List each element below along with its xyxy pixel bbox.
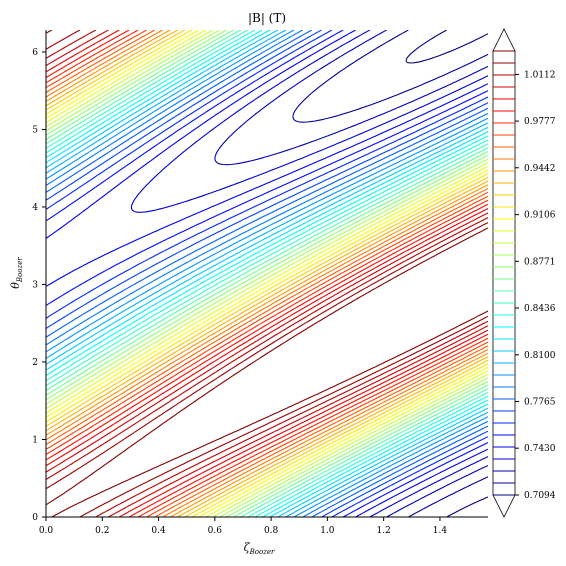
x-tick-label: 1.2 (376, 526, 390, 536)
colorbar-tick-label: 0.9442 (524, 164, 556, 174)
contour-level-15 (46, 30, 488, 517)
y-tick-label: 0 (32, 513, 38, 523)
colorbar-tick-label: 0.7765 (524, 397, 556, 407)
contour-level-33 (46, 30, 488, 517)
contour-level-23 (46, 30, 488, 517)
colorbar-tick-label: 0.7094 (524, 491, 556, 501)
contour-level-24 (46, 30, 488, 517)
contour-level-16 (46, 30, 488, 517)
x-tick-label: 0.4 (151, 526, 166, 536)
x-tick-label: 0.2 (95, 526, 109, 536)
y-tick-label: 3 (32, 280, 38, 290)
y-tick-label: 1 (32, 435, 38, 445)
contour-level-8 (46, 30, 488, 517)
x-tick-label: 0.8 (264, 526, 279, 536)
colorbar-frame (492, 50, 516, 496)
colorbar-extend-top (492, 28, 516, 52)
x-tick-label: 0.6 (208, 526, 223, 536)
y-tick-label: 5 (32, 125, 38, 135)
colorbar-tick-label: 0.8436 (524, 304, 556, 314)
contour-level-35 (46, 30, 488, 517)
contour-level-30 (46, 30, 488, 517)
colorbar: 0.7094 0.7430 0.7765 0.8100 0.8436 0.8771 0.91… (492, 28, 556, 518)
colorbar-tick-label: 0.9777 (524, 117, 556, 127)
y-tick-label: 6 (32, 48, 38, 58)
x-tick-label: 1.0 (320, 526, 335, 536)
contour-level-20 (46, 30, 488, 517)
contour-level-1 (292, 30, 488, 517)
axes (45, 30, 488, 518)
chart-title: |B| (T) (248, 11, 286, 25)
contour-level-36 (46, 30, 488, 517)
x-tick-label: 0.0 (39, 526, 54, 536)
y-axis-label: θBoozer (9, 257, 24, 289)
contour-level-37 (46, 30, 488, 517)
contour-lines (46, 30, 488, 517)
y-tick-label: 2 (32, 358, 38, 368)
y-ticks: 0 1 2 3 4 5 6 (32, 48, 46, 523)
x-tick-label: 1.4 (433, 526, 448, 536)
contour-level-17 (46, 30, 488, 517)
colorbar-extend-bottom (492, 494, 516, 518)
colorbar-tick-label: 1.0112 (524, 70, 556, 80)
y-tick-label: 4 (32, 203, 38, 213)
colorbar-tick-label: 0.9106 (524, 211, 556, 221)
contour-level-28 (46, 30, 488, 517)
x-ticks: 0.0 0.2 0.4 0.6 0.8 1.0 1.2 1.4 (39, 517, 448, 536)
contour-level-29 (46, 30, 488, 517)
x-axis-label: ζBoozer (244, 541, 275, 556)
colorbar-tick-label: 0.8100 (524, 351, 556, 361)
contour-level-6 (46, 30, 488, 517)
contour-level-4 (46, 30, 488, 517)
colorbar-tick-label: 0.7430 (524, 444, 556, 454)
colorbar-tick-label: 0.8771 (524, 257, 556, 267)
contour-level-21 (46, 30, 488, 517)
